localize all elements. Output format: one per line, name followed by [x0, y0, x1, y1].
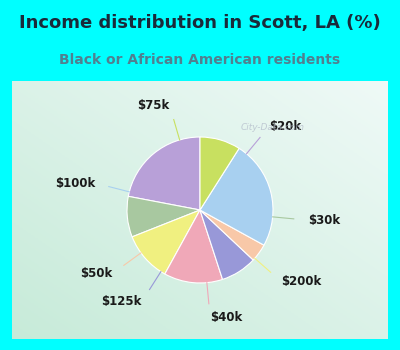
Wedge shape	[200, 137, 239, 210]
Wedge shape	[165, 210, 222, 283]
Text: $40k: $40k	[210, 312, 242, 324]
Wedge shape	[200, 210, 264, 260]
Text: $125k: $125k	[102, 295, 142, 308]
Text: $50k: $50k	[80, 267, 112, 280]
Text: $30k: $30k	[308, 214, 340, 227]
Wedge shape	[128, 137, 200, 210]
Wedge shape	[127, 196, 200, 237]
Wedge shape	[200, 210, 253, 279]
Text: $200k: $200k	[281, 275, 322, 288]
Text: $100k: $100k	[55, 176, 95, 190]
Wedge shape	[200, 148, 273, 245]
Text: City-Data.com: City-Data.com	[240, 122, 304, 132]
Text: Black or African American residents: Black or African American residents	[60, 53, 340, 67]
Text: Income distribution in Scott, LA (%): Income distribution in Scott, LA (%)	[19, 14, 381, 32]
Text: $75k: $75k	[138, 99, 170, 112]
Wedge shape	[132, 210, 200, 274]
Text: $20k: $20k	[269, 120, 301, 133]
